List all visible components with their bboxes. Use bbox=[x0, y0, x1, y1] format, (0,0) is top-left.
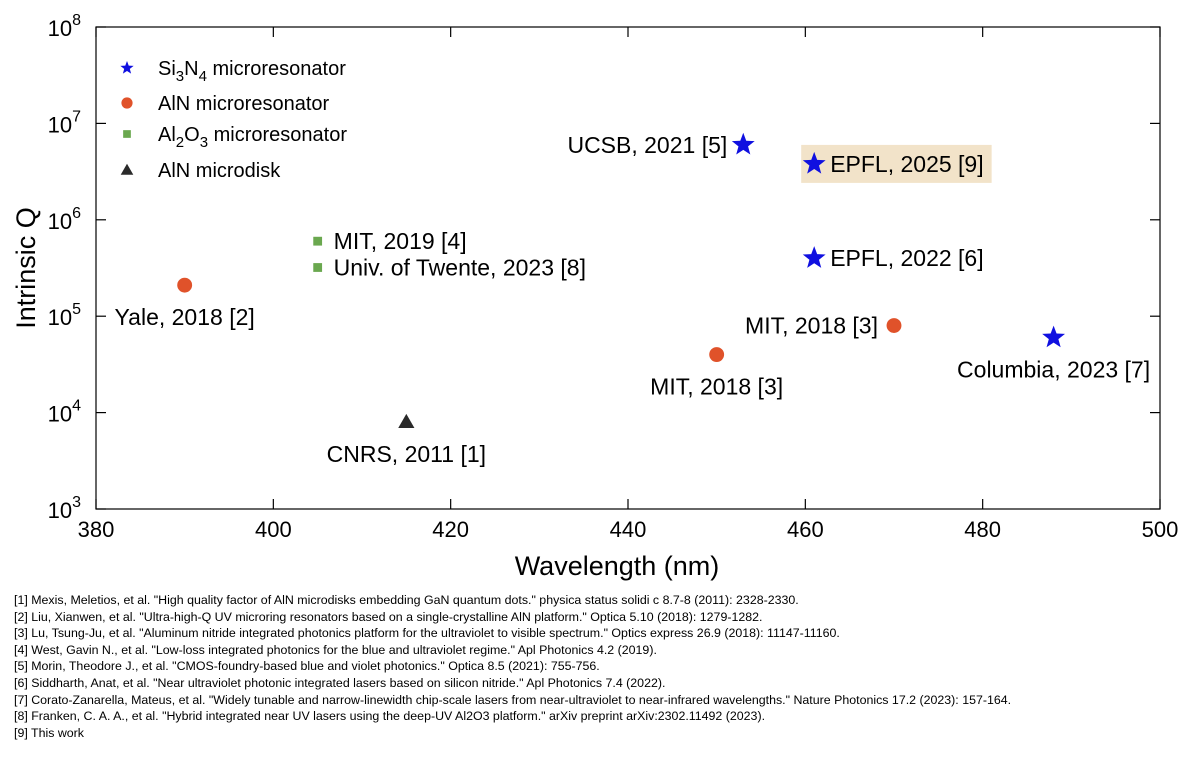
x-tick-label: 400 bbox=[255, 517, 292, 542]
y-tick-base: 10 bbox=[48, 305, 72, 330]
y-tick-exponent: 3 bbox=[72, 494, 81, 511]
y-tick-exponent: 8 bbox=[72, 12, 81, 29]
y-tick-label: 105 bbox=[48, 301, 81, 330]
legend-text-part: microresonator bbox=[208, 124, 347, 146]
plot-area bbox=[95, 26, 1161, 510]
legend-text-part: Si bbox=[158, 58, 176, 80]
legend-text-part: 2 bbox=[176, 134, 184, 151]
reference-item: [4] West, Gavin N., et al. "Low-loss int… bbox=[14, 642, 657, 657]
legend-label-al2o3: Al2O3 microresonator bbox=[158, 124, 347, 151]
y-tick-base: 10 bbox=[48, 112, 72, 137]
data-point-aln bbox=[886, 318, 902, 333]
y-tick-exponent: 7 bbox=[72, 108, 81, 125]
scatter-chart: 380 400 420 440 460 480 500 103104105106107108… bbox=[11, 12, 1179, 581]
data-label: EPFL, 2022 [6] bbox=[830, 245, 983, 271]
data-label: Yale, 2018 [2] bbox=[115, 304, 255, 330]
reference-item: [8] Franken, C. A. A., et al. "Hybrid in… bbox=[14, 709, 766, 724]
y-tick-exponent: 4 bbox=[72, 398, 81, 415]
legend-label-aln: AlN microresonator bbox=[158, 93, 330, 115]
y-tick-exponent: 5 bbox=[72, 301, 81, 318]
legend-text-part: Al bbox=[158, 124, 176, 146]
reference-item: [2] Liu, Xianwen, et al. "Ultra-high-Q U… bbox=[14, 609, 763, 624]
data-points: UCSB, 2021 [5] EPFL, 2025 [9] EPFL, 2022 [… bbox=[115, 132, 1151, 467]
data-label: MIT, 2019 [4] bbox=[334, 228, 467, 254]
data-point-si3n4 bbox=[802, 246, 826, 268]
data-label: Columbia, 2023 [7] bbox=[957, 357, 1150, 383]
data-label: Univ. of Twente, 2023 [8] bbox=[334, 255, 586, 281]
legend-marker-aln bbox=[121, 97, 133, 109]
data-point-si3n4 bbox=[802, 151, 826, 174]
reference-item: [9] This work bbox=[14, 725, 85, 740]
x-tick-label: 440 bbox=[610, 517, 647, 542]
reference-item: [5] Morin, Theodore J., et al. "CMOS-fou… bbox=[14, 659, 600, 674]
y-tick-base: 10 bbox=[48, 498, 72, 523]
legend-marker-alndisk bbox=[120, 163, 134, 175]
legend-text-part: 3 bbox=[176, 68, 184, 85]
reference-item: [3] Lu, Tsung-Ju, et al. "Aluminum nitri… bbox=[14, 626, 840, 641]
legend-text-part: 4 bbox=[199, 68, 207, 85]
data-label: MIT, 2018 [3] bbox=[745, 313, 878, 339]
legend-text-part: AlN microdisk bbox=[158, 160, 281, 182]
data-point-si3n4 bbox=[1042, 325, 1066, 348]
data-label: UCSB, 2021 [5] bbox=[567, 132, 727, 158]
x-tick-label: 380 bbox=[78, 517, 115, 542]
references-list: [1] Mexis, Meletios, et al. "High qualit… bbox=[14, 592, 1194, 741]
y-tick-base: 10 bbox=[48, 16, 72, 41]
x-tick-label: 460 bbox=[787, 517, 824, 542]
data-label: CNRS, 2011 [1] bbox=[327, 441, 486, 467]
data-label: EPFL, 2025 [9] bbox=[830, 151, 983, 177]
legend-marker-si3n4 bbox=[120, 61, 134, 74]
reference-item: [7] Corato-Zanarella, Mateus, et al. "Wi… bbox=[14, 692, 1012, 707]
legend-label-si3n4: Si3N4 microresonator bbox=[158, 58, 346, 85]
y-tick-label: 104 bbox=[48, 398, 81, 427]
y-tick-label: 108 bbox=[48, 12, 81, 41]
x-tick-label: 500 bbox=[1142, 517, 1179, 542]
highlight-layer bbox=[801, 144, 992, 183]
legend-text-part: N bbox=[184, 58, 198, 80]
reference-item: [6] Siddharth, Anat, et al. "Near ultrav… bbox=[14, 675, 666, 690]
legend-text-part: 3 bbox=[200, 134, 208, 151]
data-point-alndisk bbox=[398, 413, 415, 429]
y-tick-label: 106 bbox=[48, 205, 81, 234]
legend-text-part: microresonator bbox=[207, 58, 346, 80]
legend-marker-al2o3 bbox=[123, 130, 131, 138]
data-label: MIT, 2018 [3] bbox=[650, 374, 783, 400]
legend-text-part: O bbox=[184, 124, 200, 146]
reference-item: [1] Mexis, Meletios, et al. "High qualit… bbox=[14, 593, 799, 607]
data-point-aln bbox=[177, 277, 193, 293]
data-point-al2o3 bbox=[313, 236, 323, 246]
x-tick-label: 480 bbox=[964, 517, 1001, 542]
x-tick-label: 420 bbox=[432, 517, 469, 542]
legend-label-alndisk: AlN microdisk bbox=[158, 160, 281, 182]
y-tick-base: 10 bbox=[48, 209, 72, 234]
this-work-highlight bbox=[801, 144, 992, 183]
data-point-aln bbox=[709, 347, 725, 363]
x-axis-label: Wavelength (nm) bbox=[515, 551, 720, 581]
y-tick-label: 107 bbox=[48, 108, 81, 137]
data-point-al2o3 bbox=[313, 263, 323, 272]
legend-text-part: AlN microresonator bbox=[158, 93, 330, 115]
y-axis-label: Intrinsic Q bbox=[11, 207, 41, 329]
y-tick-label: 103 bbox=[48, 494, 81, 523]
x-axis: 380 400 420 440 460 480 500 bbox=[78, 27, 1179, 542]
y-tick-exponent: 6 bbox=[72, 205, 81, 222]
data-point-si3n4 bbox=[731, 132, 755, 155]
y-tick-base: 10 bbox=[48, 402, 72, 427]
